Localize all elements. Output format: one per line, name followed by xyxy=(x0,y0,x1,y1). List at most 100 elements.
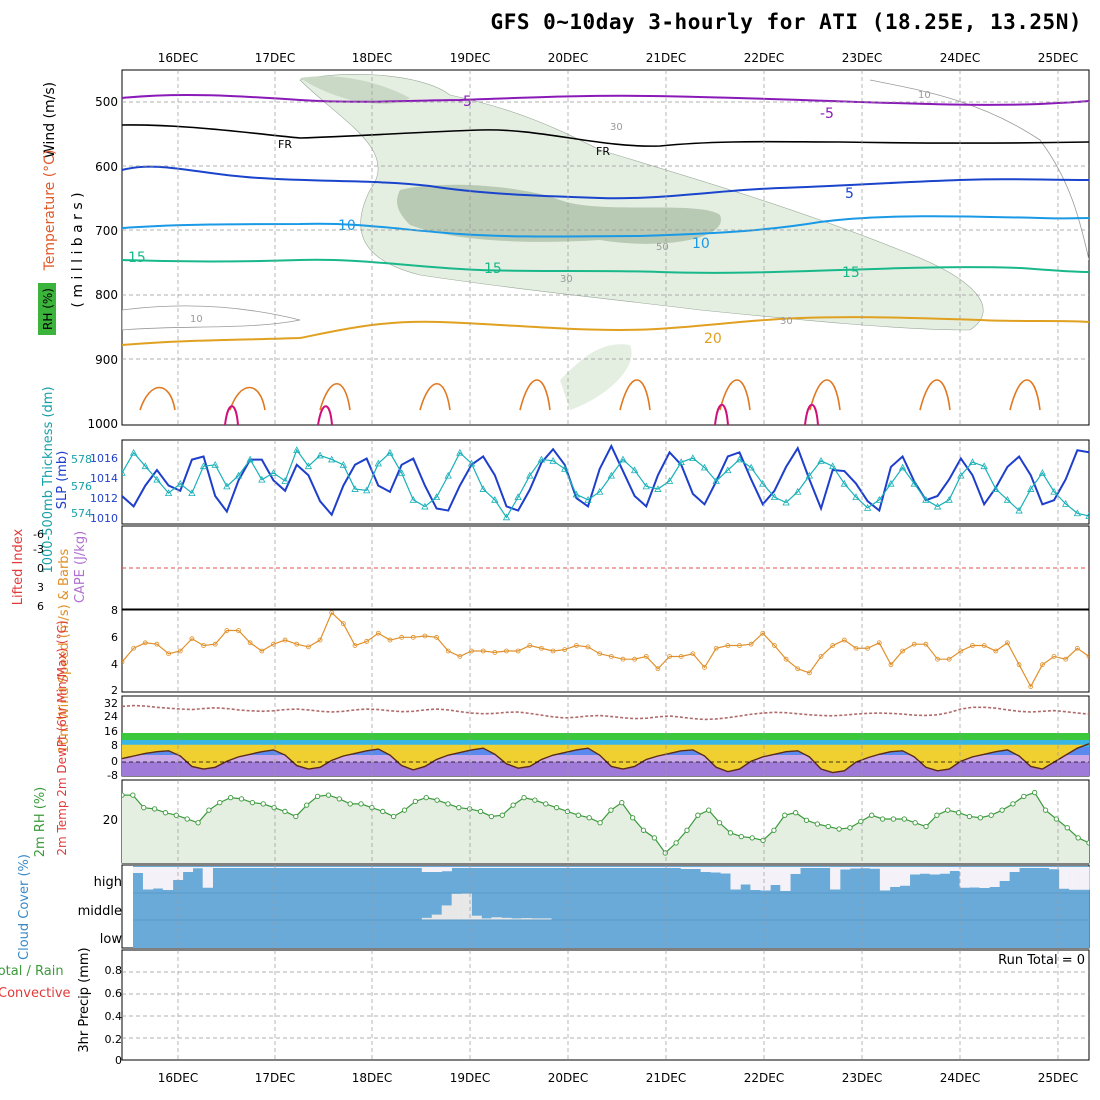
wind-marker xyxy=(236,628,241,633)
cloud-high-bar xyxy=(401,867,413,868)
thickness-marker xyxy=(887,479,895,487)
date-label-bottom: 24DEC xyxy=(940,1071,980,1085)
slp-tick-1010: 1010 xyxy=(90,512,118,525)
cloud-high-bar xyxy=(362,867,373,868)
wind-marker xyxy=(445,648,451,654)
thickness-slp-series xyxy=(122,443,1089,521)
wind-tick-4: 4 xyxy=(111,658,118,671)
temp-tick-16: 16 xyxy=(104,725,118,738)
cloud-high-bar xyxy=(133,867,144,873)
rh-marker xyxy=(130,792,136,798)
thickness-marker xyxy=(421,502,429,510)
thickness-marker xyxy=(293,446,301,453)
cloud-high-bar xyxy=(670,867,682,868)
cloud-high-bar xyxy=(720,867,731,874)
wind-marker xyxy=(958,648,964,654)
slp-tick-1016: 1016 xyxy=(90,452,118,465)
rh-marker xyxy=(640,827,647,833)
wind-marker xyxy=(725,643,731,648)
wind-marker xyxy=(1086,654,1089,659)
cloud-high-bar xyxy=(232,867,243,868)
rh-marker xyxy=(1032,789,1038,796)
cloud-high-bar xyxy=(869,867,881,869)
thickness-marker xyxy=(805,471,814,479)
rh-marker xyxy=(619,799,625,806)
cloud-high-bar xyxy=(372,867,383,868)
thickness-marker xyxy=(269,469,278,476)
cloud-high-bar xyxy=(561,867,572,868)
cloud-mid-bar xyxy=(471,915,482,920)
cloud-high-bar xyxy=(511,867,522,868)
wind-marker xyxy=(271,641,276,647)
wind-marker xyxy=(469,648,474,654)
cloud-label-middle: middle xyxy=(78,904,122,919)
wind-marker xyxy=(911,641,917,647)
ytick-800: 800 xyxy=(95,288,118,302)
temp-contour-10 xyxy=(122,215,1089,238)
rh-shade-50-a xyxy=(300,76,410,104)
temp-contour-fr xyxy=(122,124,1089,147)
cloud-high-bar xyxy=(740,867,751,885)
temperature-axis: 32 24 16 8 0 -8 2m Temp 2m DewPt (6hr Mi… xyxy=(55,620,118,855)
wind-marker xyxy=(224,628,230,633)
thickness-marker xyxy=(933,502,942,510)
wind-marker xyxy=(841,637,847,643)
rh-marker xyxy=(966,813,973,820)
rh-marker xyxy=(499,812,505,818)
rh-marker xyxy=(380,808,386,815)
wind-marker xyxy=(410,634,416,640)
wind-marker xyxy=(527,643,533,648)
wind-marker xyxy=(480,648,486,654)
thickness-marker xyxy=(794,487,802,495)
thickness-marker xyxy=(561,465,569,472)
rh-label-10-b: 10 xyxy=(190,314,203,325)
thickness-marker xyxy=(992,485,1000,492)
rh-marker xyxy=(347,801,353,807)
cloud-high-bar xyxy=(1069,867,1080,890)
cloud-high-bar xyxy=(481,867,492,868)
rh-tick-20: 20 xyxy=(103,813,118,827)
thickness-marker xyxy=(153,475,161,483)
thickness-marker xyxy=(1038,469,1047,476)
thickness-marker xyxy=(1027,485,1035,492)
thickness-marker xyxy=(572,490,581,498)
date-label-top: 18DEC xyxy=(352,51,392,65)
rh-label-30-a: 30 xyxy=(610,122,623,133)
thickness-marker xyxy=(584,495,592,503)
cloud-mid-bar xyxy=(421,917,433,920)
thickness-marker xyxy=(735,455,744,463)
thickness-marker xyxy=(1073,509,1082,517)
thickness-marker xyxy=(898,463,907,471)
rh-marker xyxy=(771,827,777,833)
rh-marker xyxy=(597,820,603,826)
wind-marker xyxy=(655,666,661,672)
wind-marker xyxy=(620,656,626,662)
ytick-700: 700 xyxy=(95,224,118,238)
wind-marker xyxy=(1028,684,1034,689)
cloud-label-low: low xyxy=(100,932,123,947)
rh-marker xyxy=(358,801,364,807)
thickness-marker xyxy=(619,455,627,463)
date-label-bottom: 21DEC xyxy=(646,1071,686,1085)
cloud-high-bar xyxy=(1029,867,1040,868)
wind-marker xyxy=(306,644,311,650)
rh-marker xyxy=(336,796,342,802)
wind-marker xyxy=(364,639,370,644)
dewpoint-line xyxy=(122,704,1089,721)
rh-marker xyxy=(162,810,169,816)
rh-shade-30 xyxy=(299,73,984,331)
date-label-bottom: 19DEC xyxy=(450,1071,490,1085)
wind-marker xyxy=(515,648,521,654)
wind-marker xyxy=(550,648,556,654)
date-label-top: 23DEC xyxy=(842,51,882,65)
wind-marker xyxy=(970,643,975,648)
ylabel-rh: RH (%) xyxy=(41,288,55,330)
cloud-high-bar xyxy=(212,867,223,868)
cloud-high-bar xyxy=(859,867,871,869)
cloud-high-bar xyxy=(581,867,592,868)
wind-marker xyxy=(713,645,719,651)
thickness-marker xyxy=(281,477,289,484)
rh-marker xyxy=(228,794,234,801)
wind-marker xyxy=(131,645,137,651)
cloud-high-bar xyxy=(352,867,363,868)
